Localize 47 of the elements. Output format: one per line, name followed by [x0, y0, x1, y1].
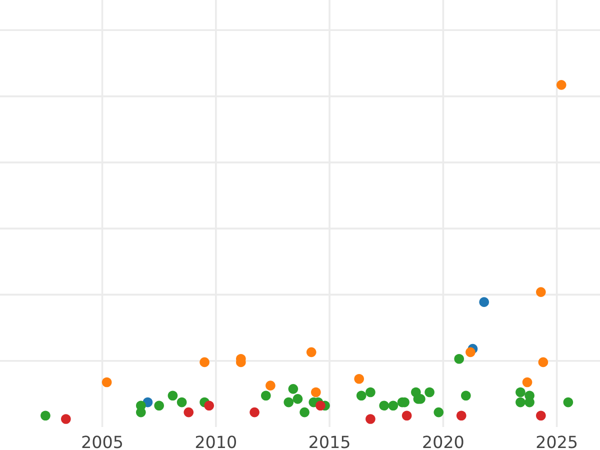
- point: [388, 400, 398, 411]
- point: [261, 390, 271, 401]
- point: [454, 354, 464, 364]
- x-tick-label: 2020: [423, 436, 464, 448]
- point: [40, 410, 50, 421]
- point: [168, 390, 178, 401]
- point: [250, 407, 260, 418]
- point: [176, 397, 187, 408]
- point: [479, 297, 489, 307]
- point: [556, 80, 566, 90]
- point: [466, 347, 476, 358]
- point: [366, 414, 376, 424]
- point: [516, 397, 526, 408]
- point: [61, 414, 71, 424]
- point: [288, 384, 298, 394]
- point: [461, 390, 471, 401]
- point: [102, 377, 112, 388]
- point: [516, 387, 526, 398]
- point: [379, 400, 389, 411]
- point: [524, 397, 534, 408]
- point: [300, 407, 310, 418]
- x-tick-label: 2025: [536, 436, 577, 448]
- point: [200, 357, 210, 368]
- point: [356, 390, 366, 401]
- point: [538, 357, 548, 368]
- point: [154, 400, 164, 411]
- point: [563, 397, 574, 408]
- point: [402, 410, 412, 421]
- point: [424, 387, 434, 398]
- point: [311, 387, 321, 398]
- point: [522, 377, 532, 388]
- point: [434, 407, 444, 418]
- point: [284, 397, 294, 408]
- x-tick-label: 2005: [82, 436, 122, 448]
- point: [456, 410, 466, 421]
- point: [184, 407, 194, 418]
- point: [536, 287, 546, 297]
- x-tick-label: 2015: [310, 436, 350, 448]
- point: [366, 387, 376, 398]
- x-tick-label: 2010: [196, 436, 236, 448]
- point: [316, 400, 326, 411]
- point: [354, 374, 364, 384]
- point: [292, 394, 303, 404]
- point: [306, 347, 316, 358]
- point: [266, 380, 276, 390]
- point: [204, 400, 214, 411]
- point: [536, 410, 546, 421]
